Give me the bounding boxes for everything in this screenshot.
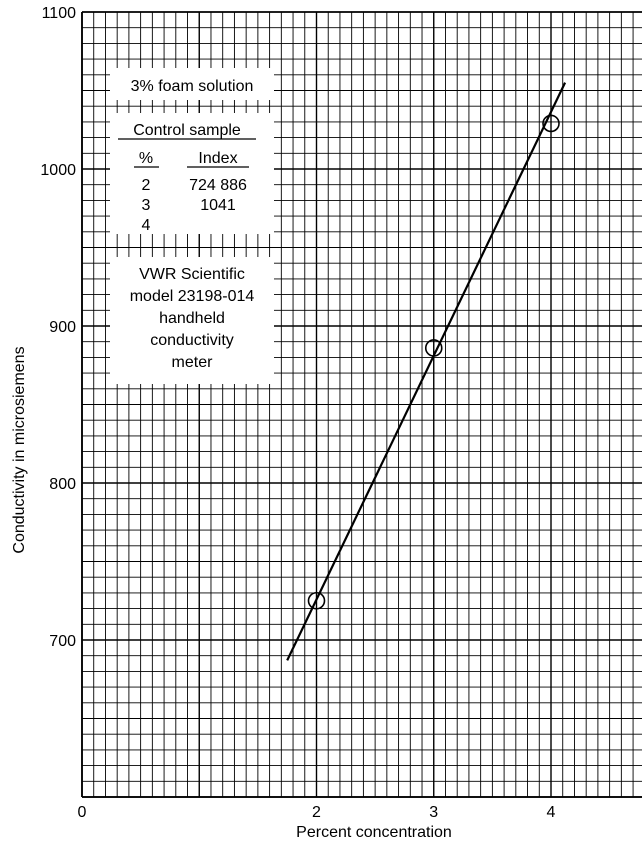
x-axis-label: Percent concentration (296, 824, 452, 841)
column-header-index: Index (198, 150, 237, 167)
row-index: 1041 (200, 197, 236, 214)
meter-info-box (110, 257, 274, 384)
meter-info-line: handheld (159, 310, 225, 327)
meter-info-line: conductivity (150, 332, 234, 349)
y-tick-label: 1000 (40, 162, 76, 179)
data-point (307, 591, 326, 610)
meter-info-line: meter (172, 354, 214, 371)
y-tick-label: 700 (49, 633, 76, 650)
y-axis-label: Conductivity in microsiemens (11, 346, 28, 553)
x-tick-label: 4 (547, 804, 556, 821)
row-percent: 3 (142, 197, 151, 214)
data-point (424, 339, 443, 357)
y-tick-label: 1100 (42, 5, 77, 22)
control-sample-rows: 2 724 886 3 1041 4 (142, 177, 247, 234)
control-sample-title: Control sample (133, 122, 241, 139)
axes (81, 11, 642, 798)
meter-info-line: model 23198-014 (130, 288, 255, 305)
solution-title: 3% foam solution (131, 78, 254, 95)
control-sample-box (110, 113, 274, 234)
row-percent: 2 (142, 177, 151, 194)
y-tick-label: 900 (49, 319, 76, 336)
x-tick-label: 0 (78, 804, 87, 821)
column-header-percent: % (139, 150, 153, 167)
solution-title-box (110, 68, 274, 100)
x-tick-label: 3 (429, 804, 438, 821)
y-tick-labels: 700 800 900 1000 1100 (40, 5, 76, 650)
meter-info: VWR Scientific model 23198-014 handheld con… (130, 266, 255, 371)
data-points (307, 114, 560, 610)
x-tick-label: 2 (312, 804, 321, 821)
data-point (542, 114, 560, 133)
x-tick-labels: 0 2 3 4 (78, 804, 556, 821)
meter-info-line: VWR Scientific (139, 266, 245, 283)
fit-line (286, 82, 567, 661)
y-tick-label: 800 (49, 476, 76, 493)
fit-line-group (286, 82, 567, 661)
row-percent: 4 (142, 217, 151, 234)
row-index: 724 886 (189, 177, 247, 194)
